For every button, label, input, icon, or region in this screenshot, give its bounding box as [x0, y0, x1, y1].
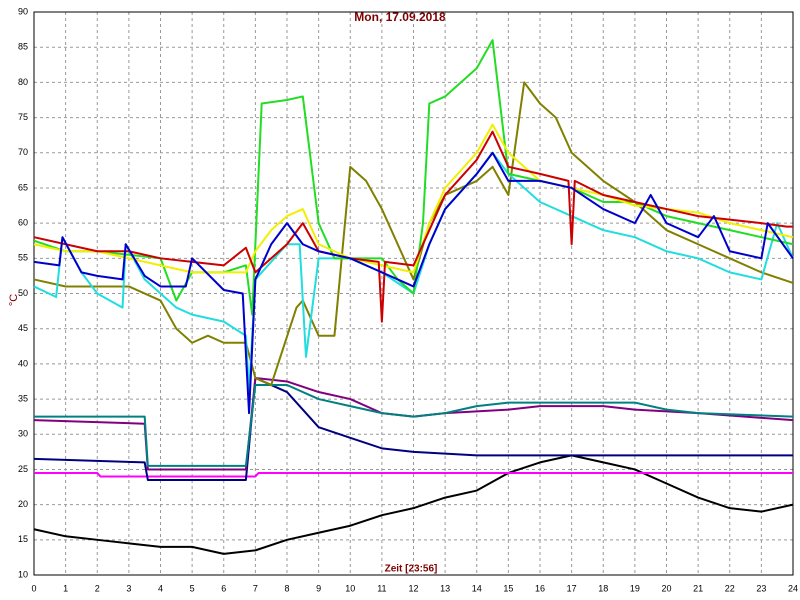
y-tick-label: 70 [18, 147, 28, 157]
x-tick-label: 2 [95, 583, 100, 593]
series-line [33, 376, 793, 481]
x-tick-label: 24 [788, 583, 798, 593]
x-tick-label: 23 [756, 583, 766, 593]
y-tick-label: 30 [18, 429, 28, 439]
x-tick-label: 17 [567, 583, 577, 593]
series-line [33, 151, 794, 415]
y-tick-label: 75 [18, 112, 28, 122]
y-tick-label: 85 [18, 42, 28, 52]
x-tick-label: 1 [63, 583, 68, 593]
y-tick-label: 60 [18, 218, 28, 228]
x-tick-label: 21 [693, 583, 703, 593]
y-tick-label: 50 [18, 288, 28, 298]
x-tick-label: 18 [598, 583, 608, 593]
x-tick-label: 3 [126, 583, 131, 593]
x-tick-label: 11 [377, 583, 386, 593]
x-tick-label: 8 [284, 583, 289, 593]
x-tick-label: 13 [440, 583, 450, 593]
series-line [34, 383, 794, 467]
y-tick-label: 25 [18, 464, 28, 474]
series-line [33, 454, 794, 555]
chart-title: Mon, 17.09.2018 [354, 10, 446, 24]
x-tick-label: 15 [503, 583, 513, 593]
x-tick-label: 20 [661, 583, 671, 593]
x-axis-label: Zeit [23:56] [385, 564, 438, 575]
x-tick-label: 19 [630, 583, 640, 593]
plot-frame [33, 11, 794, 576]
x-tick-label: 14 [472, 583, 482, 593]
series-line [33, 81, 794, 386]
x-tick-label: 4 [158, 583, 163, 593]
y-tick-label: 35 [18, 393, 28, 403]
x-tick-label: 9 [316, 583, 321, 593]
x-tick-label: 12 [408, 583, 418, 593]
y-tick-label: 10 [18, 569, 28, 579]
x-tick-label: 0 [31, 583, 36, 593]
series-line [33, 123, 794, 274]
x-tick-label: 22 [725, 583, 735, 593]
y-tick-label: 40 [18, 358, 28, 368]
x-tick-label: 10 [345, 583, 355, 593]
y-tick-label: 65 [18, 182, 28, 192]
x-tick-label: 5 [190, 583, 195, 593]
y-tick-label: 80 [18, 77, 28, 87]
y-tick-label: 55 [18, 253, 28, 263]
y-tick-label: 15 [18, 534, 28, 544]
x-tick-label: 7 [253, 583, 258, 593]
x-tick-label: 16 [535, 583, 545, 593]
series-line [34, 471, 793, 478]
y-tick-label: 45 [18, 323, 28, 333]
y-axis-label: °C [8, 294, 20, 306]
x-tick-label: 6 [221, 583, 226, 593]
series-line [33, 130, 793, 323]
y-tick-label: 20 [18, 499, 28, 509]
y-tick-label: 90 [18, 6, 28, 16]
